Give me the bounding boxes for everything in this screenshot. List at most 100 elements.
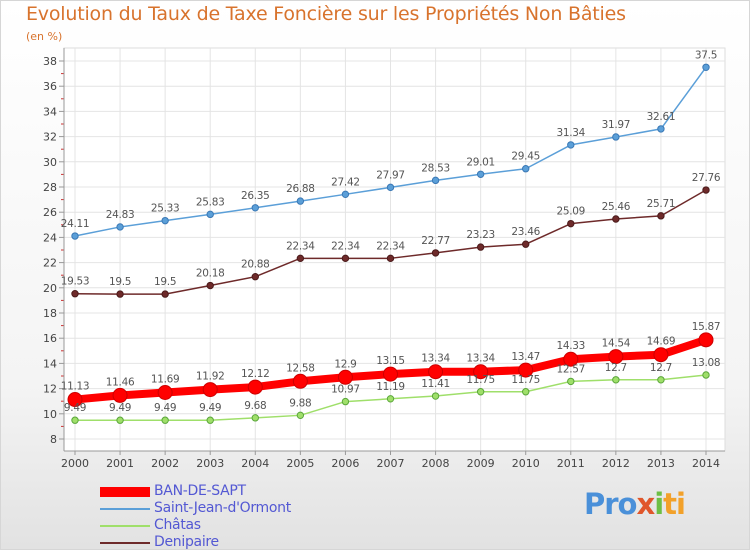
data-label-chatas: 9.49 [154, 402, 176, 414]
data-label-ban-de-sapt: 12.58 [286, 362, 315, 374]
y-tick-label: 8 [50, 433, 57, 446]
data-point-denipaire [116, 290, 124, 298]
x-tick-label: 2014 [692, 457, 720, 470]
data-label-denipaire: 22.34 [376, 240, 405, 252]
legend-label-saint-jean-d-ormont: Saint-Jean-d'Ormont [154, 500, 291, 516]
logo-part: ti [663, 487, 686, 521]
data-label-ban-de-sapt: 13.47 [511, 351, 540, 363]
data-point-ban-de-sapt [202, 382, 218, 398]
x-tick-label: 2001 [106, 457, 134, 470]
data-label-chatas: 11.75 [511, 374, 540, 386]
data-point-saint-jean-d-ormont [161, 216, 169, 225]
data-point-saint-jean-d-ormont [567, 141, 575, 149]
y-tick-label: 18 [43, 307, 57, 320]
x-tick-label: 2002 [151, 457, 179, 470]
data-point-saint-jean-d-ormont [702, 63, 710, 72]
data-point-chatas [386, 395, 395, 403]
data-label-saint-jean-d-ormont: 27.42 [331, 176, 360, 188]
data-label-denipaire: 25.71 [647, 198, 676, 210]
data-label-ban-de-sapt: 14.54 [602, 338, 631, 350]
data-point-saint-jean-d-ormont [657, 125, 665, 133]
data-point-denipaire [341, 254, 350, 263]
data-point-ban-de-sapt [67, 392, 83, 408]
data-point-chatas [206, 416, 214, 424]
data-label-ban-de-sapt: 14.33 [557, 340, 586, 352]
y-tick-label: 34 [43, 105, 57, 118]
x-tick-label: 2008 [422, 457, 450, 470]
data-point-denipaire [522, 240, 530, 248]
data-point-ban-de-sapt [383, 366, 398, 382]
proxiti-logo: Proxiti [584, 487, 686, 521]
y-tick-label: 24 [43, 231, 57, 244]
data-point-chatas [341, 397, 350, 406]
data-point-saint-jean-d-ormont [612, 133, 620, 141]
data-label-chatas: 9.49 [64, 402, 86, 414]
data-point-saint-jean-d-ormont [522, 165, 530, 173]
data-point-denipaire [476, 243, 485, 251]
y-tick-label: 30 [43, 156, 57, 169]
data-label-chatas: 13.08 [692, 357, 721, 369]
logo-part: x [636, 487, 655, 521]
data-point-denipaire [71, 290, 79, 298]
data-label-saint-jean-d-ormont: 31.34 [557, 127, 586, 139]
data-label-chatas: 12.7 [650, 362, 672, 374]
data-point-ban-de-sapt [653, 347, 669, 363]
x-tick-label: 2009 [467, 457, 495, 470]
data-label-saint-jean-d-ormont: 24.11 [61, 218, 90, 230]
data-point-denipaire [251, 273, 259, 281]
data-label-saint-jean-d-ormont: 29.01 [466, 156, 495, 168]
legend-label-denipaire: Denipaire [154, 534, 219, 550]
data-label-ban-de-sapt: 12.9 [334, 358, 356, 370]
data-point-ban-de-sapt [608, 349, 624, 365]
data-label-chatas: 9.49 [199, 402, 221, 414]
data-label-saint-jean-d-ormont: 25.33 [151, 203, 180, 215]
data-label-saint-jean-d-ormont: 37.5 [695, 49, 717, 61]
data-label-chatas: 11.75 [466, 374, 495, 386]
data-label-ban-de-sapt: 13.34 [421, 353, 450, 365]
data-label-denipaire: 27.76 [692, 172, 721, 184]
legend-swatch-ban-de-sapt [100, 487, 150, 497]
data-point-ban-de-sapt [563, 351, 579, 367]
data-point-saint-jean-d-ormont [206, 210, 214, 219]
x-tick-label: 2003 [196, 457, 224, 470]
data-label-saint-jean-d-ormont: 24.83 [106, 209, 135, 221]
y-tick-label: 28 [43, 181, 57, 194]
data-point-denipaire [296, 254, 305, 263]
data-point-chatas [116, 416, 124, 424]
data-label-ban-de-sapt: 11.46 [106, 376, 135, 388]
y-tick-label: 10 [43, 408, 57, 421]
data-label-ban-de-sapt: 13.15 [376, 355, 405, 367]
data-label-denipaire: 22.34 [331, 240, 360, 252]
data-label-saint-jean-d-ormont: 31.97 [602, 119, 631, 131]
data-label-chatas: 11.41 [421, 378, 450, 390]
x-tick-label: 2004 [241, 457, 269, 470]
data-point-denipaire [206, 281, 214, 290]
data-label-chatas: 11.19 [376, 381, 405, 393]
data-label-denipaire: 20.18 [196, 268, 225, 280]
data-point-denipaire [567, 219, 575, 228]
data-point-saint-jean-d-ormont [296, 197, 305, 205]
data-label-saint-jean-d-ormont: 27.97 [376, 169, 405, 181]
y-tick-label: 14 [43, 357, 57, 370]
data-point-saint-jean-d-ormont [341, 190, 350, 199]
data-label-chatas: 10.97 [331, 384, 360, 396]
legend-swatch-rect [100, 508, 150, 510]
data-label-denipaire: 23.23 [466, 229, 495, 241]
data-point-saint-jean-d-ormont [386, 183, 395, 192]
legend-swatch-rect [100, 487, 150, 497]
data-label-denipaire: 20.88 [241, 259, 270, 271]
x-tick-label: 2013 [647, 457, 675, 470]
data-label-ban-de-sapt: 15.87 [692, 321, 721, 333]
x-tick-label: 2007 [377, 457, 405, 470]
data-label-chatas: 9.49 [109, 402, 131, 414]
data-point-denipaire [386, 254, 395, 263]
data-point-ban-de-sapt [698, 332, 714, 348]
data-point-chatas [657, 376, 665, 384]
legend-label-chatas: Châtas [154, 517, 201, 533]
y-tick-label: 38 [43, 55, 57, 68]
legend-label-ban-de-sapt: BAN-DE-SAPT [154, 483, 246, 499]
data-point-chatas [431, 392, 440, 400]
x-tick-label: 2011 [557, 457, 585, 470]
unit-label: (en %) [26, 30, 63, 43]
